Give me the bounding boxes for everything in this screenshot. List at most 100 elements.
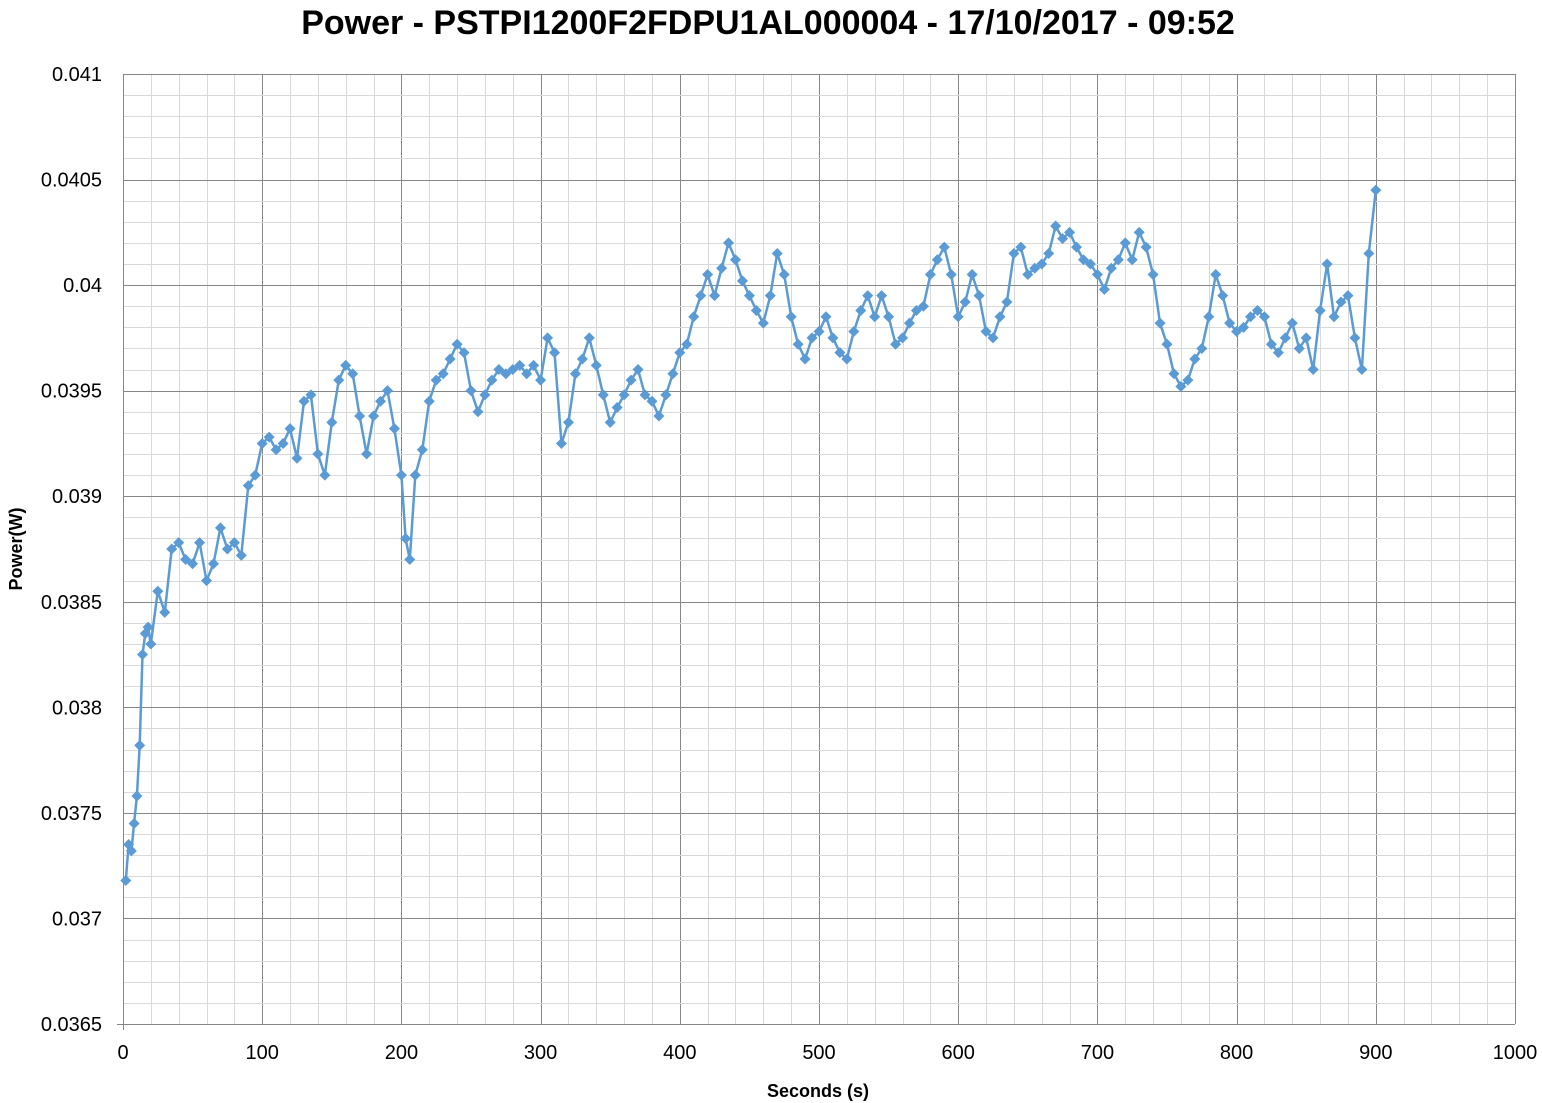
data-point-marker [597,389,609,401]
data-point-marker [604,416,616,428]
data-point-marker [388,423,400,435]
data-point-marker [1203,311,1215,323]
data-point-marker [1119,237,1131,249]
data-point-marker [792,338,804,350]
data-point-marker [368,410,380,422]
x-tick-label: 700 [1081,1042,1114,1064]
data-point-marker [1147,269,1159,281]
data-point-marker [173,537,185,549]
y-tick-label: 0.037 [52,908,102,930]
data-point-marker [1307,364,1319,376]
data-point-marker [361,448,373,460]
data-point-marker [1168,368,1180,380]
data-point-marker [1105,262,1117,274]
data-point-marker [333,374,345,386]
data-point-marker [1022,269,1034,281]
data-point-marker [931,254,943,266]
data-point-marker [326,416,338,428]
x-tick-label: 0 [117,1042,128,1064]
data-point-marker [180,554,192,566]
data-point-marker [1279,332,1291,344]
data-point-marker [897,332,909,344]
data-point-marker [1175,380,1187,392]
data-point-marker [855,304,867,316]
data-point-marker [716,262,728,274]
data-point-marker [674,347,686,359]
data-point-marker [465,385,477,397]
x-tick-label: 100 [246,1042,279,1064]
data-point-marker [430,374,442,386]
data-point-marker [194,537,206,549]
data-point-marker [1251,304,1263,316]
data-point-marker [695,290,707,302]
data-point-marker [291,452,303,464]
data-point-marker [952,311,964,323]
y-tick-label: 0.0365 [41,1014,102,1036]
y-tick-label: 0.0375 [41,803,102,825]
data-point-marker [646,395,658,407]
data-point-marker [980,326,992,338]
y-tick-label: 0.0395 [41,381,102,403]
data-point-marker [1071,241,1083,253]
data-point-marker [569,368,581,380]
data-point-marker [507,364,519,376]
y-tick-label: 0.039 [52,486,102,508]
data-point-marker [910,304,922,316]
data-point-marker [145,638,157,650]
data-point-marker [764,290,776,302]
data-point-marker [1133,226,1145,238]
data-point-marker [166,543,178,555]
data-point-marker [201,575,213,587]
data-point-marker [207,558,219,570]
x-tick-label: 600 [942,1042,975,1064]
x-tick-label: 500 [802,1042,835,1064]
data-point-marker [709,290,721,302]
data-point-marker [134,739,146,751]
data-point-marker [841,353,853,365]
data-point-marker [277,437,289,449]
data-point-marker [354,410,366,422]
y-tick-label: 0.0405 [41,170,102,192]
data-point-marker [404,554,416,566]
data-point-marker [1356,364,1368,376]
data-point-marker [347,368,359,380]
data-point-marker [458,347,470,359]
data-point-marker [493,364,505,376]
data-point-marker [834,347,846,359]
data-point-marker [938,241,950,253]
data-point-marker [813,326,825,338]
x-axis-title: Seconds (s) [767,1081,869,1101]
data-point-marker [1001,296,1013,308]
data-point-marker [883,311,895,323]
data-point-marker [618,389,630,401]
data-point-marker [444,353,456,365]
data-point-marker [1091,269,1103,281]
data-point-marker [1258,311,1270,323]
data-point-marker [1238,321,1250,333]
chart-title: Power - PSTPI1200F2FDPU1AL000004 - 17/10… [301,4,1235,42]
data-point-marker [729,254,741,266]
data-point-marker [576,353,588,365]
data-point-marker [945,269,957,281]
data-point-marker [451,338,463,350]
data-point-marker [702,269,714,281]
axis-layer: 0 100 200 300 400 500 600 700 800 900 1000 0.0365 0.… [41,64,1537,1064]
data-point-marker [1084,258,1096,270]
data-point-marker [395,469,407,481]
data-point-marker [1036,258,1048,270]
data-point-marker [416,444,428,456]
data-point-marker [1370,184,1382,196]
data-point-marker [1245,311,1257,323]
data-point-marker [1189,353,1201,365]
data-point-marker [736,275,748,287]
data-point-marker [681,338,693,350]
data-point-marker [235,549,247,561]
label-layer: Power - PSTPI1200F2FDPU1AL000004 - 17/10… [6,4,1235,1101]
data-point-marker [284,423,296,435]
data-point-marker [1077,254,1089,266]
data-point-marker [1196,342,1208,354]
data-point-marker [409,469,421,481]
data-point-marker [142,621,154,633]
data-point-marker [1335,296,1347,308]
